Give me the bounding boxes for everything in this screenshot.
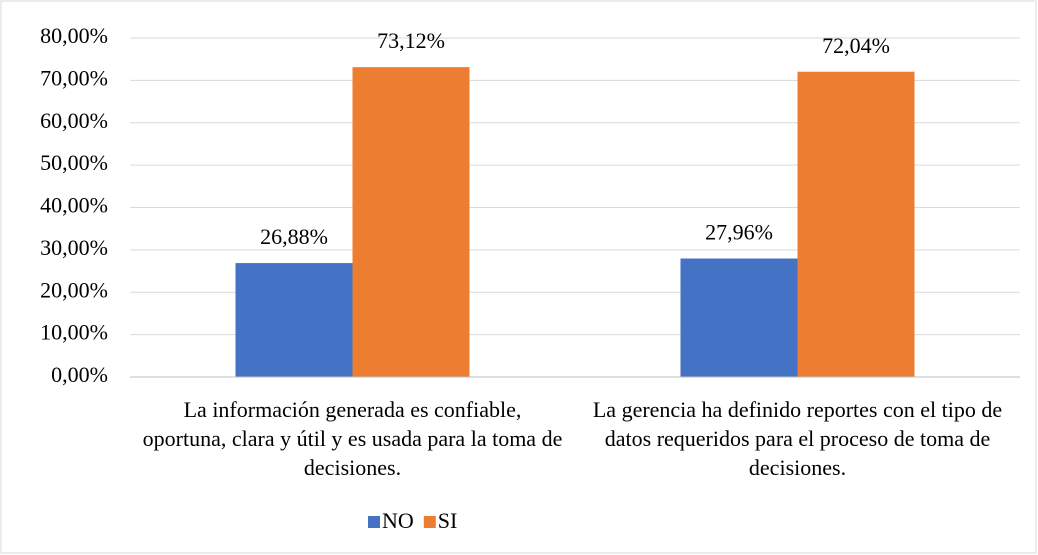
bar	[352, 67, 470, 378]
y-tick-label: 10,00%	[40, 320, 108, 345]
legend-swatch	[368, 516, 380, 528]
y-tick-label: 60,00%	[40, 108, 108, 133]
bar	[235, 263, 353, 377]
x-tick-label: La gerencia ha definido reportes con el …	[592, 397, 1003, 480]
y-tick-label: 0,00%	[51, 362, 108, 387]
legend-swatch	[423, 516, 436, 528]
x-tick-label: La información generada es confiable, op…	[142, 397, 563, 480]
y-tick-label: 80,00%	[40, 23, 108, 48]
legend-label: SI	[438, 508, 458, 533]
bar	[680, 258, 798, 377]
legend-label: NO	[382, 508, 414, 533]
y-tick-label: 50,00%	[40, 150, 108, 175]
y-tick-label: 20,00%	[40, 277, 108, 302]
data-label: 26,88%	[260, 224, 328, 249]
data-label: 73,12%	[377, 28, 445, 53]
y-tick-label: 70,00%	[40, 65, 108, 90]
y-tick-label: 40,00%	[40, 193, 108, 218]
data-label: 27,96%	[705, 220, 773, 245]
y-tick-label: 30,00%	[40, 235, 108, 260]
bar	[797, 71, 915, 377]
data-label: 72,04%	[822, 33, 890, 58]
